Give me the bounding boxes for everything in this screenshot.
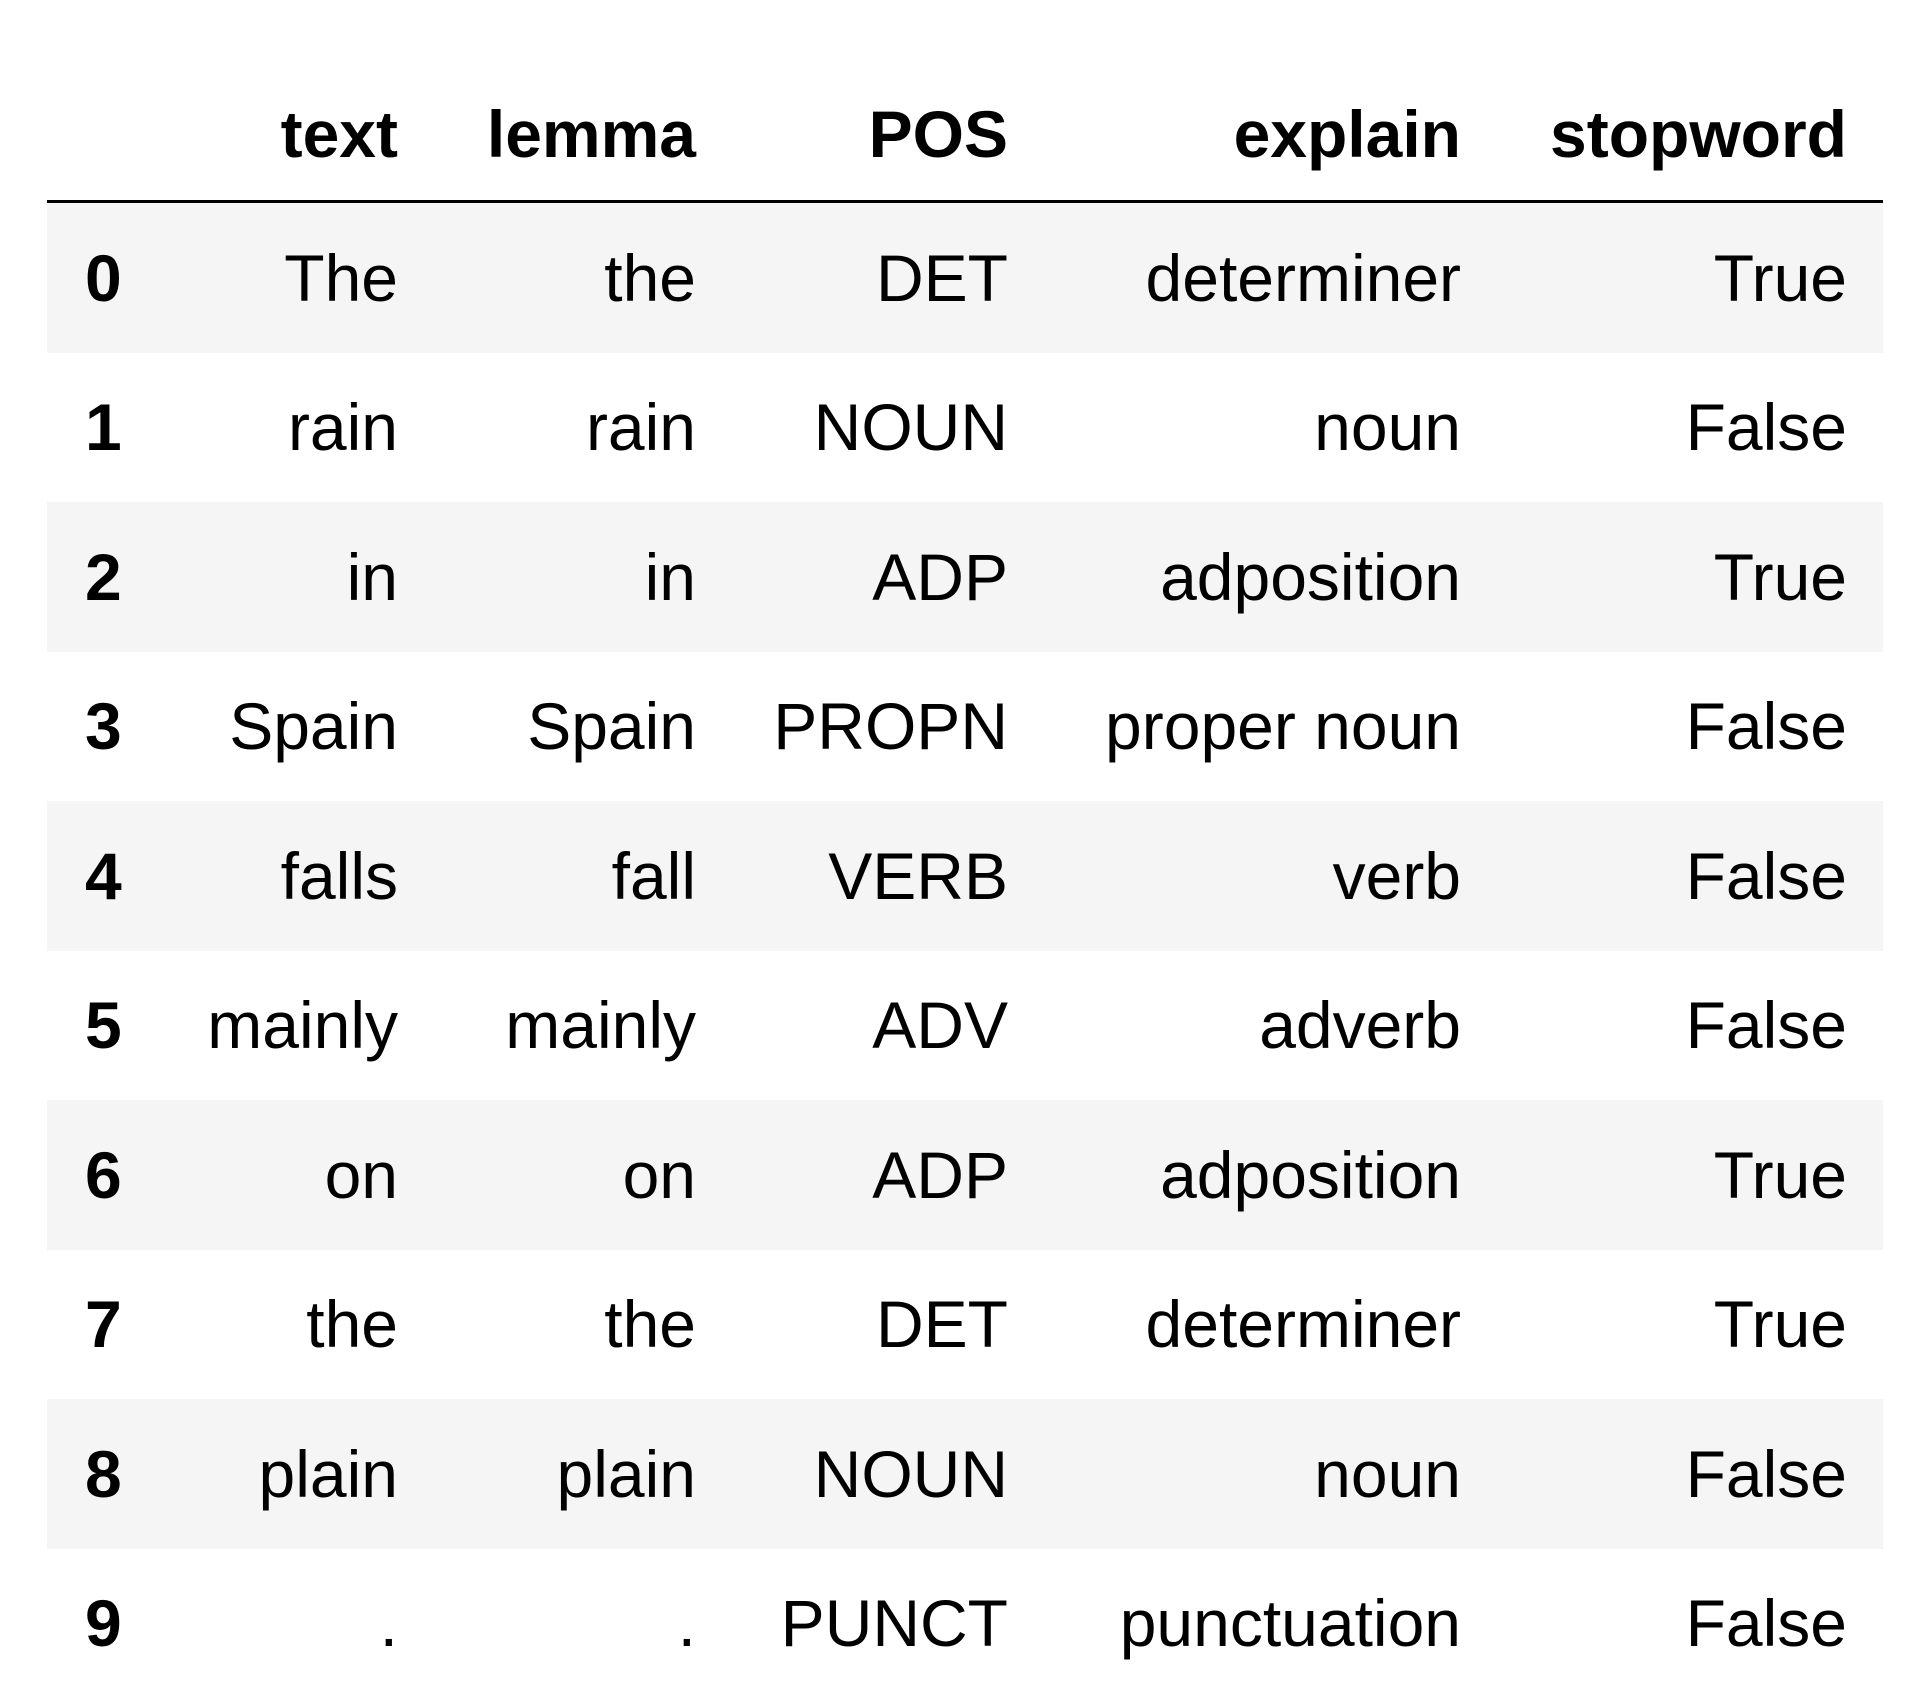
row-index: 0 [85, 240, 122, 315]
cell-explain: adposition [1160, 539, 1461, 614]
cell-text: in [346, 539, 398, 614]
cell-text: plain [258, 1436, 398, 1511]
cell-explain: determiner [1145, 240, 1461, 315]
column-header-stopword: stopword [1550, 97, 1847, 171]
cell-pos: ADV [872, 988, 1008, 1063]
row-index: 5 [85, 988, 122, 1063]
row-index: 3 [85, 689, 122, 764]
cell-stopword: False [1685, 1436, 1847, 1511]
cell-lemma: . [677, 1586, 696, 1661]
cell-explain: noun [1314, 1436, 1461, 1511]
table-row: 3 Spain Spain PROPN proper noun False [47, 652, 1883, 802]
cell-text: the [306, 1287, 398, 1362]
cell-stopword: True [1713, 1287, 1847, 1362]
cell-text: rain [287, 390, 398, 465]
cell-lemma: fall [611, 838, 696, 913]
cell-pos: PUNCT [780, 1586, 1008, 1661]
cell-lemma: the [604, 1287, 696, 1362]
cell-stopword: True [1713, 240, 1847, 315]
table-row: 0 The the DET determiner True [47, 203, 1883, 353]
cell-explain: adverb [1259, 988, 1461, 1063]
table-row: 2 in in ADP adposition True [47, 502, 1883, 652]
cell-pos: NOUN [813, 390, 1008, 465]
column-header-text: text [280, 97, 398, 171]
cell-text: Spain [229, 689, 398, 764]
row-index: 2 [85, 539, 122, 614]
cell-lemma: rain [585, 390, 696, 465]
cell-explain: proper noun [1105, 689, 1461, 764]
cell-lemma: plain [556, 1436, 696, 1511]
cell-pos: PROPN [773, 689, 1008, 764]
cell-text: on [324, 1137, 398, 1212]
cell-stopword: False [1685, 838, 1847, 913]
table-row: 8 plain plain NOUN noun False [47, 1399, 1883, 1549]
cell-explain: determiner [1145, 1287, 1461, 1362]
row-index: 6 [85, 1137, 122, 1212]
row-index: 4 [85, 838, 122, 913]
table-header: text lemma POS explain stopword [47, 0, 1883, 203]
table-row: 1 rain rain NOUN noun False [47, 353, 1883, 503]
table-row: 7 the the DET determiner True [47, 1250, 1883, 1400]
table-row: 5 mainly mainly ADV adverb False [47, 951, 1883, 1101]
cell-lemma: Spain [527, 689, 696, 764]
dataframe-table: text lemma POS explain stopword 0 The the D… [47, 0, 1883, 1698]
cell-stopword: False [1685, 1586, 1847, 1661]
cell-lemma: in [644, 539, 696, 614]
cell-pos: VERB [828, 838, 1008, 913]
cell-pos: DET [876, 240, 1008, 315]
cell-lemma: on [622, 1137, 696, 1212]
row-index: 1 [85, 390, 122, 465]
cell-stopword: False [1685, 689, 1847, 764]
cell-text: falls [280, 838, 398, 913]
cell-explain: adposition [1160, 1137, 1461, 1212]
table-body: 0 The the DET determiner True 1 rain rain NOUN nou… [47, 203, 1883, 1698]
cell-text: . [379, 1586, 398, 1661]
column-header-pos: POS [868, 97, 1008, 171]
cell-lemma: mainly [505, 988, 696, 1063]
cell-pos: ADP [872, 539, 1008, 614]
row-index: 7 [85, 1287, 122, 1362]
cell-stopword: False [1685, 390, 1847, 465]
cell-stopword: True [1713, 1137, 1847, 1212]
cell-explain: noun [1314, 390, 1461, 465]
cell-pos: ADP [872, 1137, 1008, 1212]
table-row: 6 on on ADP adposition True [47, 1100, 1883, 1250]
cell-pos: NOUN [813, 1436, 1008, 1511]
cell-text: The [284, 240, 398, 315]
cell-pos: DET [876, 1287, 1008, 1362]
cell-stopword: True [1713, 539, 1847, 614]
row-index: 8 [85, 1436, 122, 1511]
cell-text: mainly [207, 988, 398, 1063]
cell-explain: verb [1332, 838, 1461, 913]
column-header-lemma: lemma [486, 97, 696, 171]
cell-lemma: the [604, 240, 696, 315]
column-header-explain: explain [1233, 97, 1461, 171]
cell-explain: punctuation [1119, 1586, 1461, 1661]
table-row: 4 falls fall VERB verb False [47, 801, 1883, 951]
table-row: 9.. PUNCT punctuation False [47, 1549, 1883, 1699]
index-header [47, 172, 160, 200]
cell-stopword: False [1685, 988, 1847, 1063]
row-index: 9 [85, 1586, 122, 1661]
